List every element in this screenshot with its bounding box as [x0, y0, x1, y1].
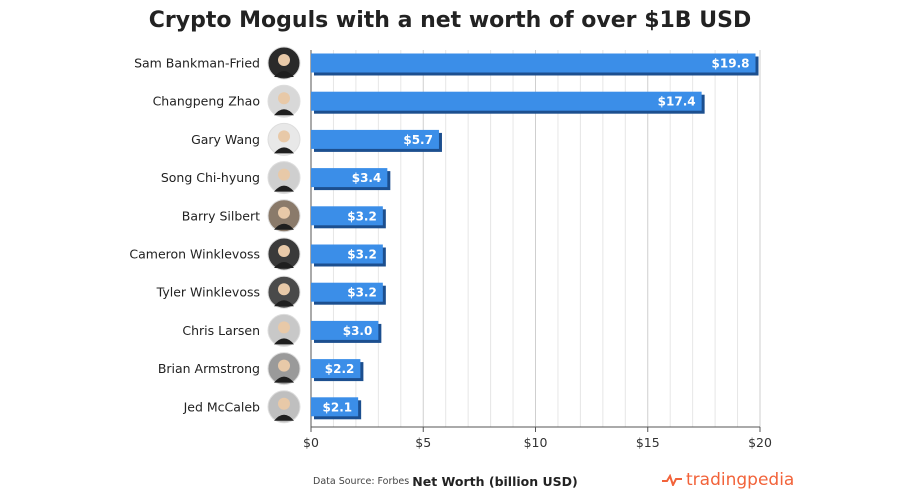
x-axis-ticks: $0 $5 $10 $15 $20 [303, 427, 772, 450]
x-tick-label: $20 [748, 435, 772, 450]
category-label: Brian Armstrong [158, 361, 260, 376]
avatar [267, 237, 301, 271]
value-label: $17.4 [658, 95, 696, 109]
avatar [267, 199, 301, 233]
bar [311, 397, 359, 417]
data-source: Data Source: Forbes [313, 476, 410, 487]
avatar [267, 84, 301, 118]
value-label: $3.2 [347, 209, 377, 223]
value-label: $19.8 [712, 57, 750, 71]
category-label: Jed McCaleb [183, 399, 260, 414]
bar [311, 168, 388, 188]
x-tick-label: $0 [303, 435, 319, 450]
x-tick-label: $15 [636, 435, 660, 450]
bar [311, 320, 379, 340]
avatar [267, 313, 301, 347]
value-label: $2.2 [325, 362, 355, 376]
avatar [267, 122, 301, 156]
value-label: $3.0 [343, 324, 373, 338]
avatar [267, 46, 301, 80]
category-label: Gary Wang [191, 132, 260, 147]
avatar [267, 390, 301, 424]
brand-name: tradingpedia [686, 470, 795, 490]
category-label: Changpeng Zhao [153, 94, 260, 109]
brand-logo: tradingpedia [662, 470, 794, 490]
bar [311, 244, 383, 264]
bar [311, 359, 361, 379]
value-label: $5.7 [403, 133, 433, 147]
value-label: $3.2 [347, 248, 377, 262]
x-tick-label: $10 [524, 435, 548, 450]
bar [311, 282, 383, 302]
bar [311, 129, 439, 149]
category-label: Cameron Winklevoss [129, 247, 260, 262]
category-label: Sam Bankman-Fried [134, 56, 260, 71]
bar [311, 206, 383, 226]
x-tick-label: $5 [415, 435, 431, 450]
avatar [267, 161, 301, 195]
pulse-icon [662, 474, 682, 486]
chart-title: Crypto Moguls with a net worth of over $… [148, 8, 752, 33]
category-label: Tyler Winklevoss [156, 285, 260, 300]
value-label: $3.2 [347, 286, 377, 300]
bar [311, 91, 702, 111]
category-label: Barry Silbert [182, 208, 260, 223]
category-labels: Sam Bankman-Fried Changpeng Zhao Gary Wang… [129, 56, 260, 415]
category-label: Song Chi-hyung [161, 170, 260, 185]
bar [311, 53, 756, 73]
bars: $19.8 $17.4 $5.7 $3.4 $3.2 $3.2 $3.2 $3.0 $2.2 $2… [311, 53, 759, 420]
value-label: $2.1 [323, 400, 353, 414]
avatars [267, 46, 301, 424]
avatar [267, 352, 301, 386]
x-axis-label: Net Worth (billion USD) [412, 474, 578, 489]
avatar [267, 275, 301, 309]
category-label: Chris Larsen [182, 323, 260, 338]
value-label: $3.4 [352, 171, 382, 185]
